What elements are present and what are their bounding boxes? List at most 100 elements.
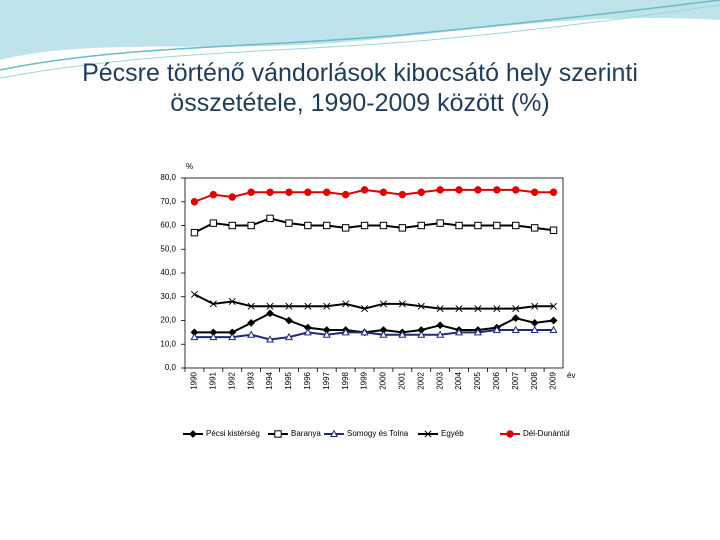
x-tick-label: 1990 xyxy=(190,371,199,389)
x-tick-label: 2000 xyxy=(379,371,388,389)
point xyxy=(247,330,256,338)
chart-area xyxy=(150,160,586,466)
x-tick-label: 1993 xyxy=(246,371,255,389)
legend-label: Baranya xyxy=(291,429,321,438)
point xyxy=(506,430,514,438)
point xyxy=(549,302,558,310)
point xyxy=(360,305,369,313)
point xyxy=(379,300,388,308)
point xyxy=(247,302,255,310)
point xyxy=(285,188,293,196)
point xyxy=(417,302,425,310)
point xyxy=(209,190,218,199)
y-tick-label: 50,0 xyxy=(160,244,176,253)
header-curve xyxy=(0,0,720,71)
point xyxy=(228,332,237,341)
point xyxy=(304,221,312,230)
point xyxy=(417,221,425,230)
point xyxy=(322,330,331,338)
point xyxy=(493,305,501,313)
point xyxy=(190,290,199,298)
point xyxy=(379,330,388,338)
x-axis-label: év xyxy=(567,371,575,380)
point xyxy=(329,429,339,438)
point xyxy=(549,188,558,196)
x-tick-label: 1991 xyxy=(208,371,217,389)
legend-label: Dél-Dunántúl xyxy=(523,429,570,438)
y-tick-label: 60,0 xyxy=(160,221,176,230)
header-curve xyxy=(0,4,720,79)
point xyxy=(417,330,426,338)
x-tick-label: 2006 xyxy=(492,371,501,389)
point xyxy=(266,188,274,196)
point xyxy=(285,316,293,325)
point xyxy=(341,224,350,232)
header-decoration xyxy=(0,0,720,60)
series-line xyxy=(194,329,554,341)
y-tick-label: 40,0 xyxy=(160,268,176,277)
x-tick-label: 2001 xyxy=(397,371,406,389)
point xyxy=(266,335,275,343)
point xyxy=(323,188,331,196)
point xyxy=(247,188,255,196)
point xyxy=(303,328,312,336)
y-tick-label: 30,0 xyxy=(160,292,176,301)
point xyxy=(360,186,369,194)
y-axis-label: % xyxy=(186,162,193,171)
point xyxy=(493,186,501,194)
x-tick-label: 1995 xyxy=(284,371,293,389)
point xyxy=(455,328,464,336)
point xyxy=(436,305,444,313)
point xyxy=(341,328,350,336)
y-tick-label: 0,0 xyxy=(165,363,177,372)
point xyxy=(492,325,501,334)
point xyxy=(398,300,406,308)
point xyxy=(530,188,539,196)
point xyxy=(266,214,274,223)
point xyxy=(530,224,539,232)
point xyxy=(379,188,388,196)
point xyxy=(473,328,482,336)
point xyxy=(455,305,463,313)
point xyxy=(209,219,218,227)
point xyxy=(228,221,236,230)
x-tick-label: 2004 xyxy=(454,371,463,389)
point xyxy=(209,332,218,341)
x-tick-label: 2009 xyxy=(549,371,558,389)
x-tick-label: 1994 xyxy=(265,371,274,389)
point xyxy=(493,221,501,230)
point xyxy=(379,221,388,230)
point xyxy=(511,314,520,323)
x-tick-label: 2005 xyxy=(473,371,482,389)
point xyxy=(190,332,199,341)
point xyxy=(512,186,520,194)
point xyxy=(398,224,407,232)
legend-label: Pécsi kistérség xyxy=(206,429,260,438)
legend-label: Somogy és Tolna xyxy=(347,429,409,438)
point xyxy=(398,190,407,199)
y-tick-label: 10,0 xyxy=(160,339,176,348)
series-line xyxy=(194,293,554,310)
point xyxy=(398,330,407,338)
point xyxy=(304,188,312,196)
point xyxy=(531,302,539,310)
point xyxy=(436,219,444,227)
point xyxy=(190,198,199,206)
point xyxy=(360,328,369,336)
point xyxy=(274,430,282,438)
x-tick-label: 2003 xyxy=(435,371,444,389)
point xyxy=(417,188,425,196)
x-tick-label: 2002 xyxy=(416,371,425,389)
x-tick-label: 1998 xyxy=(341,371,350,389)
point xyxy=(549,325,558,334)
point xyxy=(190,228,199,237)
point xyxy=(455,186,463,194)
x-tick-label: 1992 xyxy=(227,371,236,389)
point xyxy=(474,186,482,194)
point xyxy=(285,302,293,310)
point xyxy=(304,302,312,310)
point xyxy=(474,221,482,230)
point xyxy=(228,297,236,306)
